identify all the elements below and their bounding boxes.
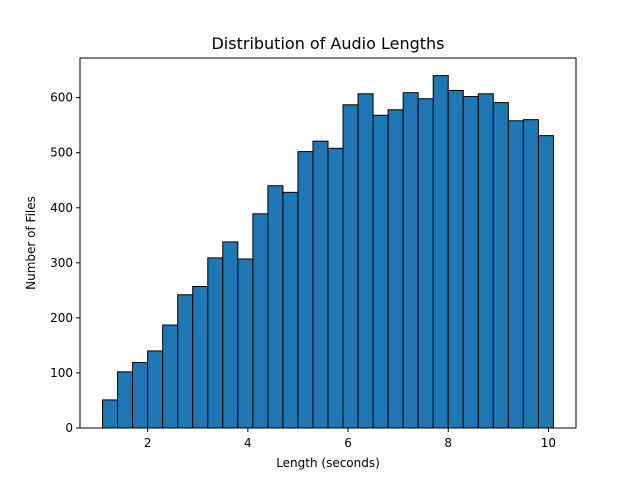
x-tick-label: 8 [444,436,452,450]
histogram-bar-24 [462,96,479,429]
histogram-bar-19 [387,109,404,429]
histogram-bar-14 [312,140,329,429]
histogram-bar-0 [102,399,119,429]
y-tick-label: 400 [50,201,73,215]
x-tick-label: 6 [344,436,352,450]
histogram-bar-1 [117,371,134,429]
histogram-bar-26 [492,102,509,429]
histogram-bar-8 [222,241,239,429]
histogram-bar-11 [267,185,284,429]
x-ticks-group: 2 4 6 8 10 [144,428,556,450]
y-ticks-group: 0 100 200 300 400 500 600 [50,91,80,435]
histogram-bar-4 [162,324,179,429]
histogram-bar-7 [207,257,224,429]
y-tick-label: 0 [65,421,73,435]
histogram-bar-21 [417,98,434,429]
histogram-bar-10 [252,213,269,429]
histogram-bar-5 [177,294,194,429]
y-tick-label: 500 [50,146,73,160]
x-tick-label: 10 [541,436,556,450]
histogram-bar-17 [357,93,374,429]
histogram-bar-29 [537,135,554,429]
histogram-bar-25 [477,93,494,429]
x-tick-label: 4 [244,436,252,450]
bars-group [102,75,554,429]
histogram-bar-16 [342,104,359,429]
histogram-bar-9 [237,258,254,429]
chart-title: Distribution of Audio Lengths [211,34,444,53]
histogram-bar-12 [282,191,299,429]
histogram-bar-18 [372,114,389,429]
axes-frame [79,57,577,429]
histogram-bar-6 [192,286,209,429]
y-tick-label: 300 [50,256,73,270]
y-axis-label: Number of Files [24,196,38,290]
x-axis-label: Length (seconds) [276,456,380,470]
histogram-bar-3 [147,350,164,429]
histogram-bar-28 [522,119,539,429]
histogram-bar-27 [507,120,524,429]
histogram-bar-15 [327,147,344,429]
histogram-bar-20 [402,92,419,429]
y-tick-label: 200 [50,311,73,325]
x-tick-label: 2 [144,436,152,450]
histogram-bar-23 [447,89,464,429]
histogram-bar-2 [132,361,149,429]
histogram-bar-22 [432,75,449,429]
y-tick-label: 600 [50,91,73,105]
histogram-bar-13 [297,151,314,429]
y-tick-label: 100 [50,366,73,380]
